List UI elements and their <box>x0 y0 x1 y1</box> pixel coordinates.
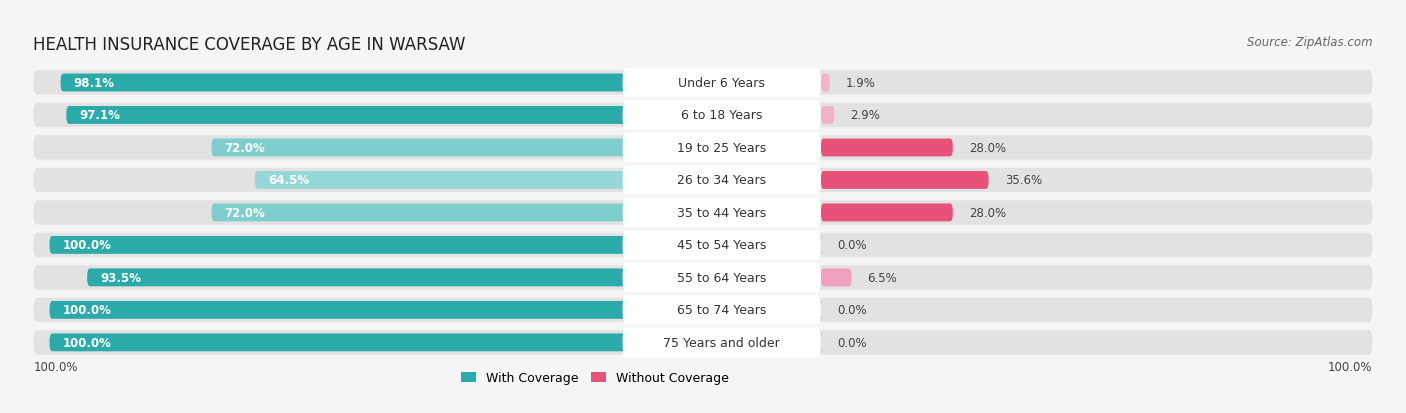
Text: 93.5%: 93.5% <box>100 271 141 284</box>
Text: 0.0%: 0.0% <box>837 304 866 317</box>
Text: Source: ZipAtlas.com: Source: ZipAtlas.com <box>1247 36 1372 49</box>
Legend: With Coverage, Without Coverage: With Coverage, Without Coverage <box>456 366 734 389</box>
Text: 28.0%: 28.0% <box>969 206 1007 219</box>
Text: 6.5%: 6.5% <box>868 271 897 284</box>
Text: 35 to 44 Years: 35 to 44 Years <box>678 206 766 219</box>
Text: 100.0%: 100.0% <box>62 336 111 349</box>
FancyBboxPatch shape <box>623 101 821 131</box>
FancyBboxPatch shape <box>818 236 824 254</box>
FancyBboxPatch shape <box>34 233 1372 257</box>
Text: 100.0%: 100.0% <box>62 304 111 317</box>
FancyBboxPatch shape <box>211 139 628 157</box>
Text: 64.5%: 64.5% <box>267 174 309 187</box>
Text: 75 Years and older: 75 Years and older <box>664 336 780 349</box>
FancyBboxPatch shape <box>623 198 821 228</box>
Text: 100.0%: 100.0% <box>62 239 111 252</box>
Text: 2.9%: 2.9% <box>851 109 880 122</box>
Text: 100.0%: 100.0% <box>34 361 77 373</box>
FancyBboxPatch shape <box>821 139 953 157</box>
FancyBboxPatch shape <box>818 301 824 319</box>
FancyBboxPatch shape <box>211 204 628 222</box>
Text: HEALTH INSURANCE COVERAGE BY AGE IN WARSAW: HEALTH INSURANCE COVERAGE BY AGE IN WARS… <box>34 36 465 54</box>
FancyBboxPatch shape <box>818 334 824 351</box>
Text: 98.1%: 98.1% <box>73 77 114 90</box>
Text: 35.6%: 35.6% <box>1005 174 1042 187</box>
Text: 97.1%: 97.1% <box>79 109 120 122</box>
FancyBboxPatch shape <box>34 201 1372 225</box>
FancyBboxPatch shape <box>34 330 1372 355</box>
FancyBboxPatch shape <box>49 301 628 319</box>
Text: 55 to 64 Years: 55 to 64 Years <box>678 271 766 284</box>
Text: 26 to 34 Years: 26 to 34 Years <box>678 174 766 187</box>
FancyBboxPatch shape <box>623 230 821 260</box>
Text: 65 to 74 Years: 65 to 74 Years <box>678 304 766 317</box>
FancyBboxPatch shape <box>34 298 1372 322</box>
FancyBboxPatch shape <box>623 263 821 292</box>
FancyBboxPatch shape <box>34 104 1372 128</box>
FancyBboxPatch shape <box>60 74 628 92</box>
FancyBboxPatch shape <box>66 107 628 125</box>
FancyBboxPatch shape <box>87 269 628 287</box>
FancyBboxPatch shape <box>821 74 830 92</box>
Text: 19 to 25 Years: 19 to 25 Years <box>678 142 766 154</box>
FancyBboxPatch shape <box>623 166 821 195</box>
Text: 0.0%: 0.0% <box>837 336 866 349</box>
FancyBboxPatch shape <box>34 136 1372 160</box>
FancyBboxPatch shape <box>49 236 628 254</box>
FancyBboxPatch shape <box>623 133 821 163</box>
Text: 0.0%: 0.0% <box>837 239 866 252</box>
FancyBboxPatch shape <box>34 71 1372 95</box>
FancyBboxPatch shape <box>821 171 988 190</box>
Text: 72.0%: 72.0% <box>225 142 266 154</box>
FancyBboxPatch shape <box>49 334 628 351</box>
FancyBboxPatch shape <box>34 266 1372 290</box>
Text: 45 to 54 Years: 45 to 54 Years <box>678 239 766 252</box>
FancyBboxPatch shape <box>821 107 835 125</box>
Text: 100.0%: 100.0% <box>1329 361 1372 373</box>
Text: 72.0%: 72.0% <box>225 206 266 219</box>
Text: 28.0%: 28.0% <box>969 142 1007 154</box>
FancyBboxPatch shape <box>821 269 852 287</box>
FancyBboxPatch shape <box>623 295 821 325</box>
FancyBboxPatch shape <box>821 204 953 222</box>
Text: Under 6 Years: Under 6 Years <box>678 77 765 90</box>
Text: 1.9%: 1.9% <box>846 77 876 90</box>
FancyBboxPatch shape <box>34 169 1372 192</box>
FancyBboxPatch shape <box>254 171 628 190</box>
FancyBboxPatch shape <box>623 69 821 98</box>
Text: 6 to 18 Years: 6 to 18 Years <box>681 109 762 122</box>
FancyBboxPatch shape <box>623 328 821 357</box>
